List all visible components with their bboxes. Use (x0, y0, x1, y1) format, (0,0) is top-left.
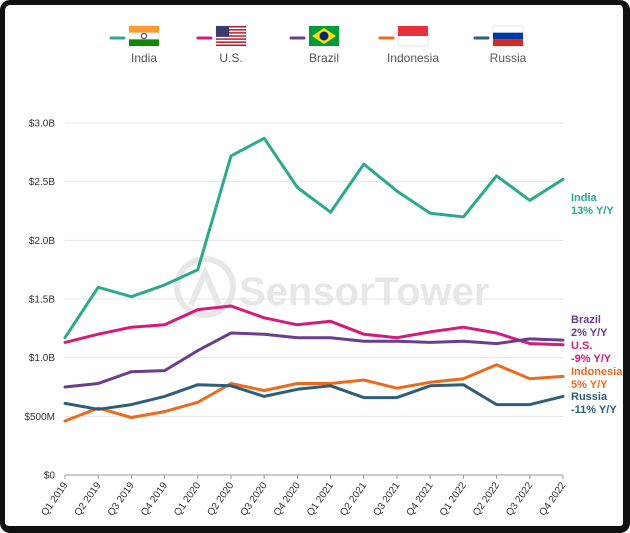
flag-stripe (216, 44, 246, 46)
y-tick-label: $3.0B (29, 119, 55, 130)
x-tick-label: Q4 2019 (139, 480, 170, 518)
x-tick-label: Q1 2020 (172, 480, 203, 518)
end-change-brazil: 2% Y/Y (571, 327, 608, 339)
flag-stripe (216, 35, 246, 37)
flag-globe (319, 31, 329, 41)
end-change-u-s: -9% Y/Y (571, 353, 612, 365)
x-tick-label: Q4 2021 (405, 480, 436, 518)
flag-stripe (129, 39, 159, 46)
x-tick-label: Q4 2020 (272, 480, 303, 518)
y-tick-label: $1.5B (29, 295, 55, 306)
y-tick-label: $2.0B (29, 236, 55, 247)
indonesia-flag-icon (397, 25, 429, 47)
x-tick-label: Q4 2022 (537, 480, 568, 518)
india-flag-icon (128, 25, 160, 47)
x-tick-label: Q3 2021 (371, 480, 402, 518)
x-tick-label: Q3 2019 (106, 480, 137, 518)
x-tick-label: Q1 2022 (438, 480, 469, 518)
flag-stripe (216, 29, 246, 31)
watermark-text: SensorTower (239, 270, 489, 314)
series-line-brazil (63, 331, 565, 389)
legend-label: Brazil (309, 51, 339, 65)
x-tick-label: Q2 2019 (73, 480, 104, 518)
y-tick-label: $2.5B (29, 177, 55, 188)
legend-item: Russia (473, 25, 527, 65)
end-label-u-s: U.S. (571, 340, 592, 352)
legend-label: Indonesia (387, 51, 439, 65)
x-tick-label: Q1 2021 (305, 480, 336, 518)
legend-label: India (131, 51, 157, 65)
brazil-flag-icon (308, 25, 340, 47)
end-label-indonesia: Indonesia (571, 366, 623, 378)
watermark: SensorTower (174, 256, 489, 318)
x-tick-label: Q2 2021 (338, 480, 369, 518)
end-label-russia: Russia (571, 391, 608, 403)
end-label-india: India (571, 192, 598, 204)
x-tick-label: Q1 2019 (39, 480, 70, 518)
x-tick-label: Q2 2020 (205, 480, 236, 518)
end-change-india: 13% Y/Y (571, 205, 614, 217)
line-chart: SensorTower $0 $500M $1.0B $1.5B $2.0B $2.5B $3… (24, 25, 623, 518)
legend-label: Russia (490, 51, 527, 65)
end-change-indonesia: 5% Y/Y (571, 379, 608, 391)
flag-stripe (216, 41, 246, 43)
flag-canton (216, 26, 229, 37)
end-change-russia: -11% Y/Y (571, 404, 617, 416)
series-line-indonesia (63, 363, 565, 423)
x-tick-label: Q3 2020 (239, 480, 270, 518)
x-tick-label: Q3 2022 (504, 480, 535, 518)
flag-stripe (216, 32, 246, 34)
legend-item: U.S. (196, 25, 247, 65)
y-tick-label: $1.0B (29, 353, 55, 364)
y-tick-label: $0 (44, 471, 56, 482)
flag-wheel (140, 32, 147, 39)
us-flag-icon (215, 25, 247, 47)
series-line-russia (63, 383, 565, 411)
flag-stripe (129, 26, 159, 33)
flag-stripe (493, 39, 523, 46)
flag-stripe (216, 38, 246, 40)
flag-stripe (398, 26, 428, 36)
series-line-u-s (63, 304, 565, 347)
russia-flag-icon (492, 25, 524, 47)
y-tick-label: $500M (24, 412, 55, 423)
watermark-logo-mark (188, 265, 222, 307)
flag-stripe (216, 26, 246, 28)
legend-item: Brazil (289, 25, 340, 65)
legend-label: U.S. (219, 51, 242, 65)
legend-item: Indonesia (378, 25, 439, 65)
x-tick-label: Q2 2022 (471, 480, 502, 518)
legend-item: India (109, 25, 160, 65)
end-label-brazil: Brazil (571, 314, 601, 326)
series-line-india (63, 136, 565, 340)
flag-stripe (493, 32, 523, 40)
watermark-logo-icon (174, 256, 236, 318)
